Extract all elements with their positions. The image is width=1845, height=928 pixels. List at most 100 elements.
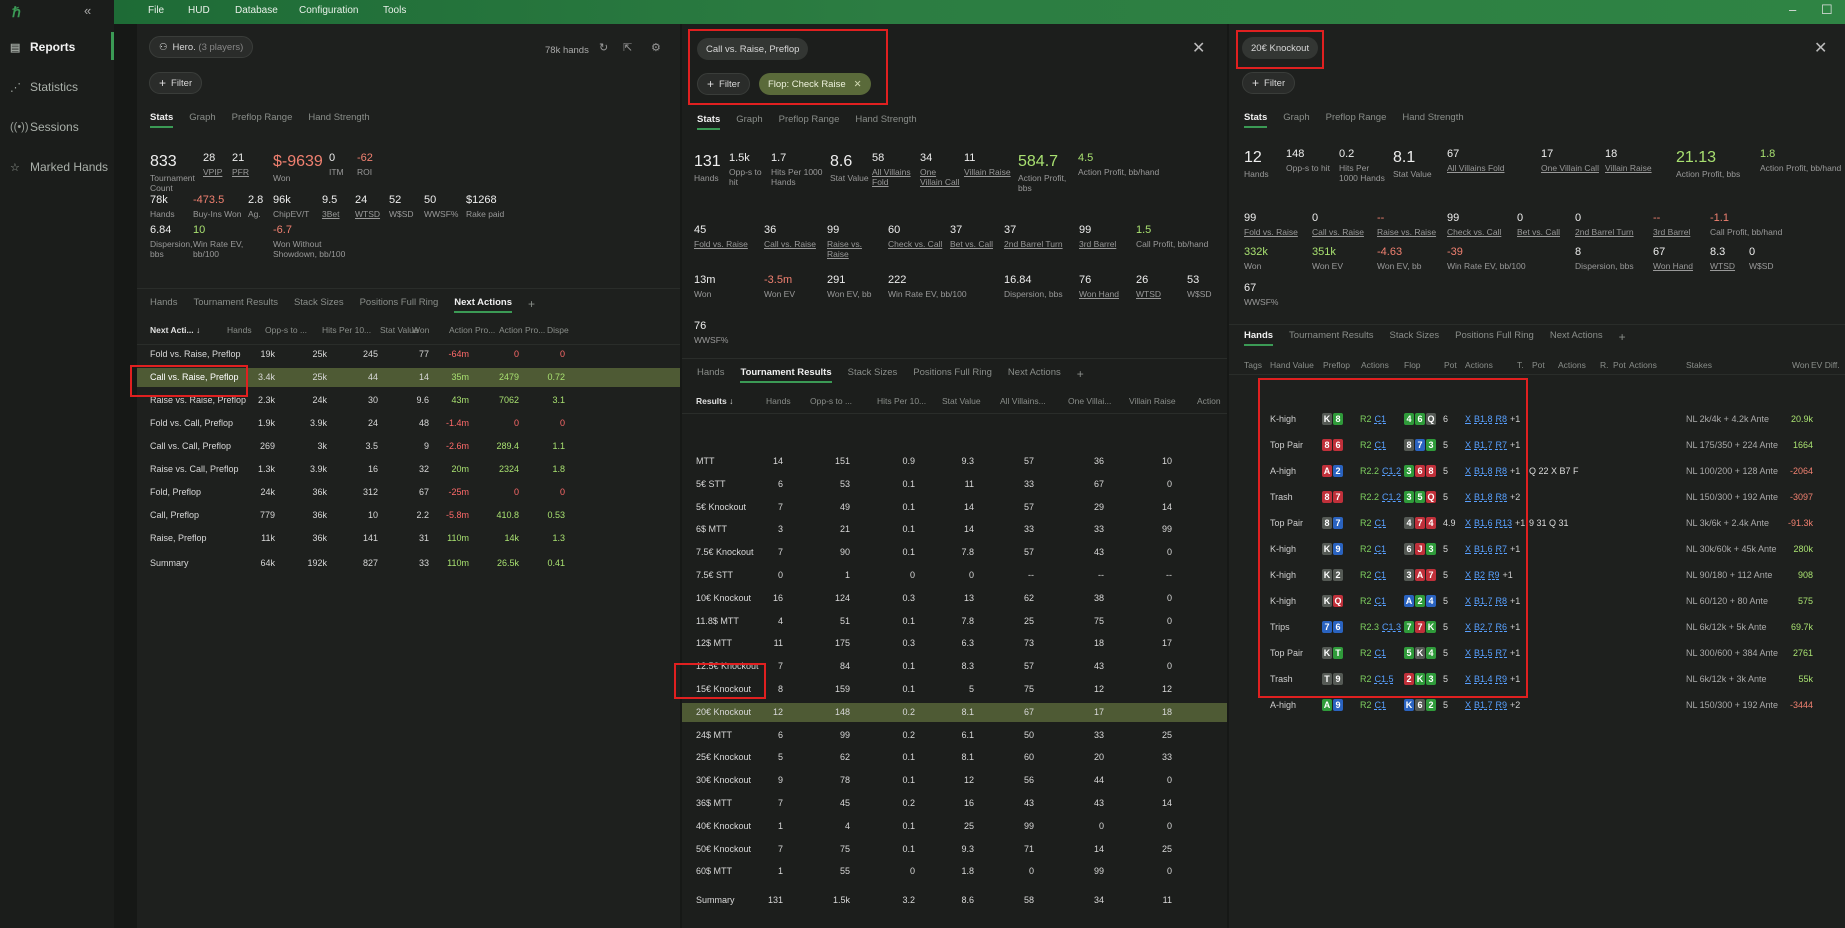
column-header[interactable]: Opp-s to ... [265,325,308,335]
action-token[interactable]: X [1465,700,1472,710]
tab-preflop-range[interactable]: Preflop Range [778,114,840,125]
stat-label[interactable]: All Villains Fold [1447,163,1505,174]
export-icon[interactable]: ⇱ [623,42,633,54]
add-tab-icon[interactable]: + [1076,367,1084,381]
table-row[interactable]: Call vs. Call, Preflop 269 3k 3.5 9 -2.6m 289.… [137,437,680,456]
tab-graph[interactable]: Graph [736,114,763,125]
table-row[interactable]: 7.5€ STT 0 1 0 0 -- -- -- [682,566,1227,585]
table-row[interactable]: 7.5€ Knockout 7 90 0.1 7.8 57 43 0 [682,543,1227,562]
stat-label[interactable]: Won [273,173,291,184]
stat-label[interactable]: Dispersion, bbs [150,239,193,260]
action-token[interactable]: R2 [1360,674,1372,684]
stat-label[interactable]: W$SD [389,209,414,220]
stat-label[interactable]: Won Hand [1079,289,1120,300]
stat-label[interactable]: Hands [150,209,175,220]
action-token[interactable]: R2 [1360,414,1372,424]
tab-tournament-results[interactable]: Tournament Results [1289,330,1374,341]
action-token[interactable]: C1.2 [1382,466,1402,476]
action-token[interactable]: R2 [1360,596,1372,606]
action-token[interactable]: +1 [1515,518,1526,528]
column-header[interactable]: Action Pro... [499,325,546,335]
action-token[interactable]: B2 [1474,570,1486,580]
action-token[interactable]: C1 [1374,596,1387,606]
maximize-icon[interactable]: ☐ [1821,2,1833,17]
action-token[interactable]: R2 [1360,648,1372,658]
table-row[interactable]: 36$ MTT 7 45 0.2 16 43 43 14 [682,794,1227,813]
action-token[interactable]: C1.2 [1382,492,1402,502]
tab-next-actions[interactable]: Next Actions [1007,367,1061,378]
column-header[interactable]: Pot [1444,360,1457,370]
action-token[interactable]: B1.7 [1474,440,1493,450]
sidebar-item-statistics[interactable]: ⋰ Statistics [10,78,78,96]
filter-button[interactable]: + Filter [697,73,751,95]
column-header[interactable]: Results ↓ [696,396,734,406]
stat-label[interactable]: WTSD [1710,261,1736,272]
column-header[interactable]: Won [412,325,430,335]
table-row[interactable]: 60$ MTT 1 55 0 1.8 0 99 0 [682,862,1227,881]
action-token[interactable]: R2 [1360,700,1372,710]
flop-check-raise-chip[interactable]: Flop: Check Raise ✕ [759,73,871,95]
stat-label[interactable]: Hits Per 1000 Hands [771,167,823,188]
stat-label[interactable]: Bet vs. Call [950,239,993,250]
column-header[interactable]: Actions [1629,360,1657,370]
action-token[interactable]: C1 [1374,570,1387,580]
hand-row[interactable]: K-high K 2 R2 C1 3 A 7 5 X B2 R9 +1 NL 90/180 + 112 A… [1229,564,1845,588]
stat-label[interactable]: VPIP [203,167,223,178]
tab-stats[interactable]: Stats [150,112,174,128]
table-row[interactable]: 30€ Knockout 9 78 0.1 12 56 44 0 [682,771,1227,790]
stat-label[interactable]: 2nd Barrel Turn [1575,227,1634,238]
action-token[interactable]: C1 [1374,440,1387,450]
action-token[interactable]: R7 [1495,648,1508,658]
table-row[interactable]: Raise vs. Raise, Preflop 2.3k 24k 30 9.6 43m 7… [137,391,680,410]
table-row[interactable]: 10€ Knockout 16 124 0.3 13 62 38 0 [682,589,1227,608]
action-token[interactable]: +2 [1510,492,1521,502]
stat-label[interactable]: Win Rate EV, bb/100 [193,239,244,260]
table-row[interactable]: 5€ STT 6 53 0.1 11 33 67 0 [682,475,1227,494]
tab-next-actions[interactable]: Next Actions [1549,330,1603,341]
action-token[interactable]: +1 [1510,440,1521,450]
tab-preflop-range[interactable]: Preflop Range [231,112,293,123]
tab-stats[interactable]: Stats [697,114,721,130]
column-header[interactable]: Pot [1532,360,1545,370]
table-row[interactable]: Call, Preflop 779 36k 10 2.2 -5.8m 410.8 0.53 [137,506,680,525]
action-token[interactable]: R9 [1488,570,1500,580]
stat-label[interactable]: All Villains Fold [872,167,911,188]
stat-label[interactable]: 3Bet [322,209,340,220]
hand-row[interactable]: Top Pair 8 6 R2 C1 8 7 3 5 X B1.7 R7 +1 NL 175/350 + … [1229,434,1845,458]
column-header[interactable]: EV Diff. [1811,360,1840,370]
tab-next-actions[interactable]: Next Actions [454,297,512,313]
table-row[interactable]: Raise, Preflop 11k 36k 141 31 110m 14k 1.3 [137,529,680,548]
column-header[interactable]: Won [1792,360,1810,370]
settings-gear-icon[interactable]: ⚙ [651,42,661,54]
sidebar-item-reports[interactable]: ▤ Reports [10,38,75,56]
tab-tournament-results[interactable]: Tournament Results [193,297,278,308]
action-token[interactable]: X [1465,492,1472,502]
column-header[interactable]: Hands [227,325,252,335]
action-token[interactable]: +1 [1510,596,1521,606]
action-token[interactable]: X [1465,596,1472,606]
action-token[interactable]: R2 [1360,440,1372,450]
hand-row[interactable]: K-high K 8 R2 C1 4 6 Q 6 X B1.8 R8 +1 NL 2k/4k + 4.2k… [1229,408,1845,432]
stat-label[interactable]: Opp-s to hit [1286,163,1330,174]
tab-stack-sizes[interactable]: Stack Sizes [293,297,344,308]
action-token[interactable]: B1.7 [1474,596,1493,606]
stat-label[interactable]: WWSF% [1244,297,1279,308]
hand-row[interactable]: Trash 8 7 R2.2 C1.2 3 5 Q 5 X B1.8 R8 +2 NL 150/300 +… [1229,486,1845,510]
action-token[interactable]: X [1465,648,1472,658]
hand-row[interactable]: K-high K 9 R2 C1 6 J 3 5 X B1.6 R7 +1 NL 30k/60k + 45… [1229,538,1845,562]
stat-label[interactable]: Hits Per 1000 Hands [1339,163,1385,184]
action-token[interactable]: R9 [1495,674,1508,684]
tab-hand-strength[interactable]: Hand Strength [1402,112,1464,123]
hand-row[interactable]: Trash T 9 R2 C1.5 2 K 3 5 X B1.4 R9 +1 NL 6k/12k + 3k… [1229,668,1845,692]
table-row[interactable]: 40€ Knockout 1 4 0.1 25 99 0 0 [682,817,1227,836]
stat-label[interactable]: Dispersion, bbs [1575,261,1634,272]
stat-label[interactable]: Won EV [1312,261,1344,272]
column-header[interactable]: Hands [766,396,791,406]
action-token[interactable]: R13 [1495,518,1513,528]
table-row[interactable]: 12.5€ Knockout 7 84 0.1 8.3 57 43 0 [682,657,1227,676]
action-token[interactable]: X [1465,440,1472,450]
tab-positions-full-ring[interactable]: Positions Full Ring [913,367,992,378]
stat-label[interactable]: One Villain Call [920,167,960,188]
tab-stats[interactable]: Stats [1244,112,1268,128]
column-header[interactable]: Actions [1465,360,1493,370]
